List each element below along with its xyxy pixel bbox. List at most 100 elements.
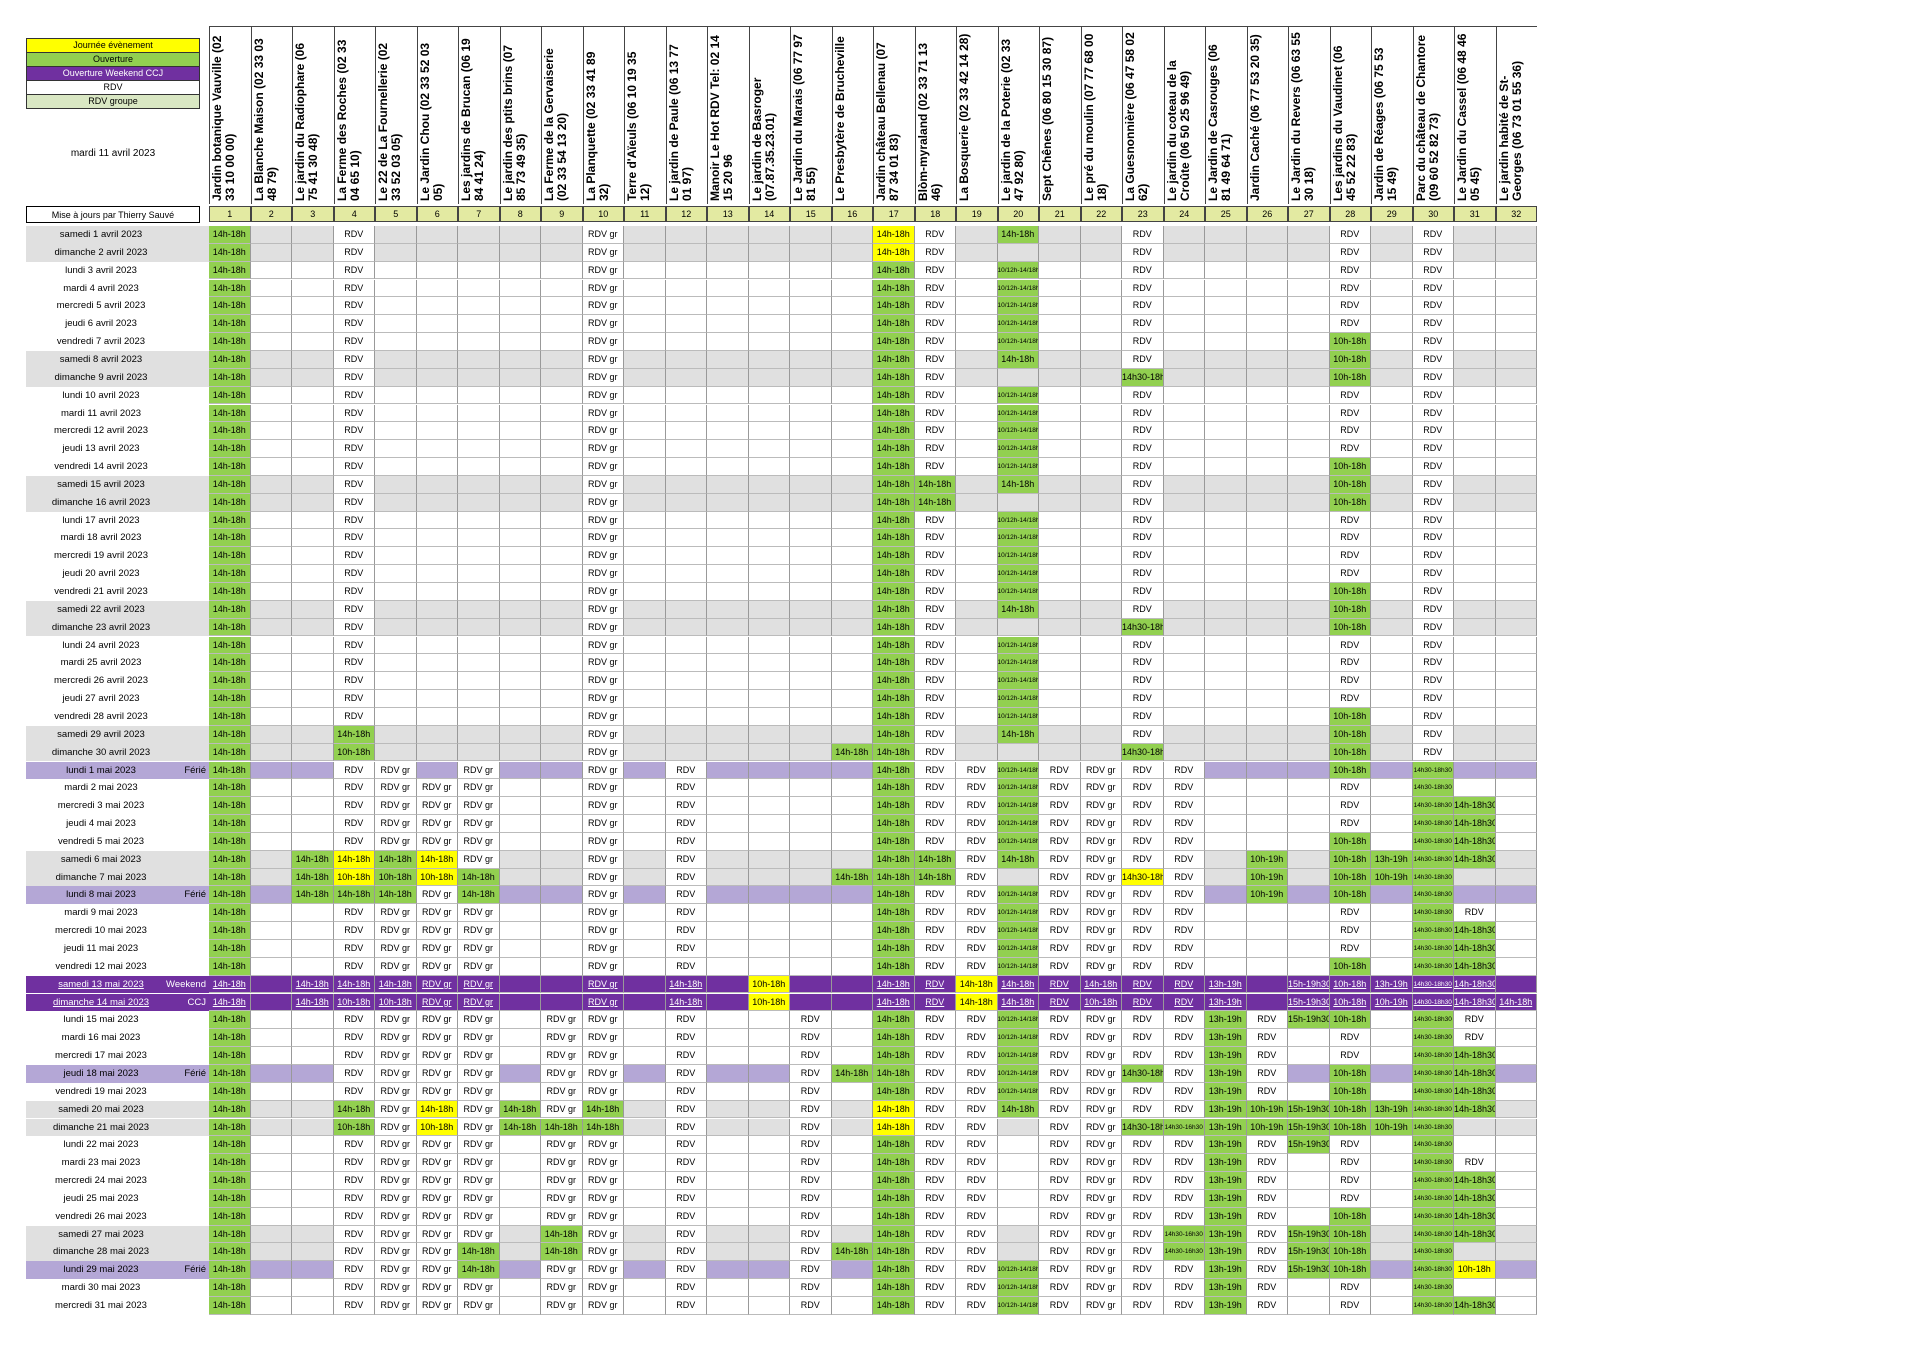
schedule-cell: RDV xyxy=(1163,957,1205,976)
schedule-cell: RDV xyxy=(1329,547,1371,566)
schedule-cell: 14h-18h xyxy=(209,1136,251,1155)
schedule-cell: 14h-18h xyxy=(209,600,251,619)
schedule-cell xyxy=(831,297,873,316)
schedule-cell: RDV xyxy=(1412,350,1454,369)
schedule-cell xyxy=(1495,226,1537,244)
schedule-cell: 14h-18h xyxy=(873,1189,915,1208)
schedule-cell: 13h-19h xyxy=(1205,1047,1247,1065)
schedule-cell xyxy=(416,261,458,280)
schedule-cell xyxy=(748,297,790,316)
schedule-cell xyxy=(831,261,873,280)
schedule-cell: RDV gr xyxy=(416,1297,458,1315)
schedule-cell xyxy=(956,279,998,298)
schedule-cell: 14h-18h xyxy=(873,1029,915,1048)
schedule-cell xyxy=(1205,922,1247,940)
schedule-cell: 14h-18h xyxy=(873,422,915,441)
schedule-cell: 10h-18h xyxy=(333,993,375,1012)
schedule-cell: RDV xyxy=(956,850,998,869)
schedule-cell xyxy=(748,850,790,869)
schedule-cell xyxy=(748,279,790,298)
schedule-cell xyxy=(292,672,334,691)
schedule-cell: RDV xyxy=(1329,386,1371,405)
schedule-cell: 10h-18h xyxy=(748,993,790,1012)
schedule-cell: 14h-18h xyxy=(873,975,915,994)
schedule-cell: RDV gr xyxy=(375,1064,417,1083)
schedule-cell: RDV gr xyxy=(375,815,417,833)
schedule-cell xyxy=(1454,636,1496,655)
schedule-cell: 14h-18h xyxy=(209,743,251,762)
schedule-cell xyxy=(748,475,790,494)
schedule-cell: RDV xyxy=(1039,1261,1081,1280)
schedule-cell xyxy=(1080,493,1122,512)
schedule-cell xyxy=(416,493,458,512)
schedule-cell: RDV xyxy=(1329,529,1371,548)
schedule-cell: RDV xyxy=(956,1279,998,1297)
schedule-cell xyxy=(499,1207,541,1226)
schedule-cell xyxy=(1495,422,1537,441)
schedule-cell: RDV xyxy=(1039,957,1081,976)
schedule-cell xyxy=(1163,422,1205,441)
schedule-cell: 14h30-18h30 xyxy=(1412,1136,1454,1155)
schedule-cell xyxy=(831,547,873,566)
schedule-cell: RDV xyxy=(333,1154,375,1172)
schedule-cell: RDV xyxy=(914,565,956,583)
schedule-cell xyxy=(250,440,292,458)
garden-number: 31 xyxy=(1454,206,1496,222)
schedule-cell xyxy=(541,886,583,905)
schedule-cell xyxy=(416,475,458,494)
schedule-cell xyxy=(624,1225,666,1244)
schedule-cell xyxy=(458,547,500,566)
schedule-cell: RDV xyxy=(665,904,707,923)
schedule-cell xyxy=(541,797,583,815)
schedule-cell xyxy=(707,1100,749,1119)
schedule-cell: RDV xyxy=(1163,1029,1205,1048)
schedule-cell xyxy=(1246,797,1288,815)
schedule-cell xyxy=(790,761,832,780)
schedule-cell: RDV gr xyxy=(582,761,624,780)
date-text: vendredi 26 mai 2023 xyxy=(55,1210,147,1222)
schedule-cell xyxy=(1246,350,1288,369)
garden-number: 1 xyxy=(209,206,251,222)
schedule-cell: RDV xyxy=(1412,386,1454,405)
schedule-cell: RDV gr xyxy=(416,957,458,976)
schedule-cell: 14h-18h xyxy=(209,368,251,387)
schedule-cell xyxy=(458,333,500,351)
schedule-cell xyxy=(624,493,666,512)
schedule-cell: 14h-18h xyxy=(1080,975,1122,994)
schedule-cell: 14h-18h xyxy=(997,350,1039,369)
schedule-cell: 14h30-18h30 xyxy=(1412,1279,1454,1297)
date-row-label: mardi 18 avril 2023 xyxy=(26,529,210,548)
schedule-cell: 14h-18h xyxy=(209,333,251,351)
schedule-cell: 15h-19h30 xyxy=(1288,1136,1330,1155)
schedule-cell: RDV xyxy=(914,261,956,280)
schedule-cell xyxy=(707,1297,749,1315)
schedule-cell xyxy=(665,368,707,387)
date-row-label: lundi 10 avril 2023 xyxy=(26,386,210,405)
schedule-cell: 10/12h-14/18h xyxy=(997,1261,1039,1280)
schedule-cell: 10h-18h xyxy=(1329,618,1371,637)
legend-item: Journée évènement xyxy=(26,38,200,53)
schedule-cell: 14h-18h xyxy=(209,1118,251,1137)
schedule-cell: 10/12h-14/18h xyxy=(997,297,1039,316)
schedule-cell: RDV xyxy=(665,1154,707,1172)
date-text: vendredi 7 avril 2023 xyxy=(56,336,146,348)
schedule-cell: 14h-18h xyxy=(873,850,915,869)
schedule-cell xyxy=(665,618,707,637)
schedule-cell: RDV xyxy=(1329,690,1371,708)
schedule-cell: 13h-19h xyxy=(1205,1207,1247,1226)
schedule-cell xyxy=(1371,1082,1413,1101)
schedule-cell xyxy=(499,315,541,334)
schedule-cell xyxy=(707,850,749,869)
schedule-cell xyxy=(790,993,832,1012)
schedule-cell xyxy=(1039,636,1081,655)
schedule-cell: RDV xyxy=(333,618,375,637)
schedule-cell: 14h-18h xyxy=(375,850,417,869)
schedule-cell xyxy=(499,654,541,673)
schedule-cell: 14h30-18h30 xyxy=(1412,993,1454,1012)
schedule-cell: RDV xyxy=(1039,868,1081,887)
schedule-cell xyxy=(250,1029,292,1048)
schedule-cell: RDV xyxy=(1246,1082,1288,1101)
schedule-cell xyxy=(1080,565,1122,583)
schedule-cell xyxy=(1246,333,1288,351)
schedule-cell xyxy=(1371,1189,1413,1208)
